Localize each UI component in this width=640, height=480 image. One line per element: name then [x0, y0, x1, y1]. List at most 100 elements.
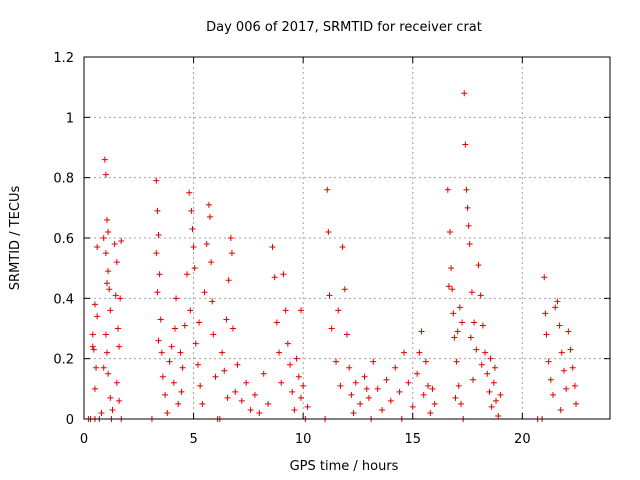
- data-point: [118, 238, 125, 245]
- data-point: [197, 382, 204, 389]
- data-point: [569, 364, 576, 371]
- data-point: [284, 340, 291, 347]
- data-point: [444, 186, 451, 193]
- data-point: [554, 298, 561, 305]
- data-point: [488, 403, 495, 410]
- data-point: [547, 376, 554, 383]
- x-axis-label: GPS time / hours: [290, 459, 399, 474]
- data-point: [107, 307, 114, 314]
- data-point: [425, 382, 432, 389]
- data-point: [190, 244, 197, 251]
- y-tick-label: 0: [66, 413, 74, 428]
- y-tick-label: 1.2: [53, 51, 74, 66]
- y-tick-label: 0.2: [53, 353, 74, 368]
- data-point: [186, 189, 193, 196]
- data-point: [153, 177, 160, 184]
- data-point: [387, 397, 394, 404]
- ticks: 0 0.2 0.4 0.6 0.8 1 1.2 0 5 10 15 20: [53, 51, 610, 447]
- data-point: [175, 400, 182, 407]
- data-point: [209, 298, 216, 305]
- data-point: [571, 382, 578, 389]
- data-point: [228, 250, 235, 257]
- data-point: [208, 259, 215, 266]
- data-point: [256, 409, 263, 416]
- data-point: [325, 228, 332, 235]
- data-point: [199, 400, 206, 407]
- data-point: [552, 304, 559, 311]
- data-point: [293, 355, 300, 362]
- data-point: [493, 397, 500, 404]
- y-tick-label: 0.6: [53, 232, 74, 247]
- data-point: [89, 343, 96, 350]
- data-point: [541, 274, 548, 281]
- data-point: [339, 244, 346, 251]
- data-point: [459, 319, 466, 326]
- data-point: [91, 301, 98, 308]
- x-tick-label: 20: [514, 432, 531, 447]
- data-point: [156, 271, 163, 278]
- data-point: [346, 364, 353, 371]
- data-point: [105, 228, 112, 235]
- data-point: [94, 244, 101, 251]
- data-point: [491, 364, 498, 371]
- data-point: [153, 250, 160, 257]
- data-point: [324, 186, 331, 193]
- data-point: [102, 171, 109, 178]
- data-point: [468, 289, 475, 296]
- data-point: [567, 346, 574, 353]
- data-point: [112, 292, 119, 299]
- data-point: [105, 370, 112, 377]
- data-point: [181, 322, 188, 329]
- data-point: [573, 400, 580, 407]
- data-point: [187, 307, 194, 314]
- data-point: [300, 382, 307, 389]
- data-point: [116, 397, 123, 404]
- data-point: [482, 349, 489, 356]
- x-tick-label: 0: [80, 432, 88, 447]
- data-point: [162, 391, 169, 398]
- data-point: [447, 228, 454, 235]
- data-point: [422, 358, 429, 365]
- data-point: [335, 307, 342, 314]
- data-point: [361, 373, 368, 380]
- data-point: [405, 379, 412, 386]
- data-point: [205, 201, 212, 208]
- data-point: [271, 274, 278, 281]
- data-point: [427, 409, 434, 416]
- data-point: [287, 361, 294, 368]
- data-point: [455, 382, 462, 389]
- data-points: [85, 90, 580, 422]
- data-point: [104, 280, 111, 287]
- data-point: [429, 385, 436, 392]
- data-point: [473, 346, 480, 353]
- data-point: [273, 319, 280, 326]
- data-point: [203, 241, 210, 248]
- data-point: [194, 361, 201, 368]
- grid: [84, 57, 610, 419]
- data-point: [230, 325, 237, 332]
- data-point: [462, 141, 469, 148]
- x-tick-label: 10: [295, 432, 312, 447]
- chart-title: Day 006 of 2017, SRMTID for receiver cra…: [206, 20, 482, 35]
- data-point: [416, 349, 423, 356]
- data-point: [100, 364, 107, 371]
- data-point: [192, 340, 199, 347]
- data-point: [265, 400, 272, 407]
- data-point: [450, 310, 457, 317]
- data-point: [111, 241, 118, 248]
- data-point: [457, 400, 464, 407]
- data-point: [113, 259, 120, 266]
- data-point: [105, 268, 112, 275]
- data-point: [478, 361, 485, 368]
- data-point: [164, 409, 171, 416]
- data-point: [495, 412, 502, 419]
- data-point: [333, 358, 340, 365]
- data-point: [178, 388, 185, 395]
- y-axis-label: SRMTID / TECUs: [8, 186, 23, 291]
- data-point: [471, 319, 478, 326]
- data-point: [117, 295, 124, 302]
- data-point: [280, 271, 287, 278]
- data-point: [449, 286, 456, 293]
- data-point: [558, 349, 565, 356]
